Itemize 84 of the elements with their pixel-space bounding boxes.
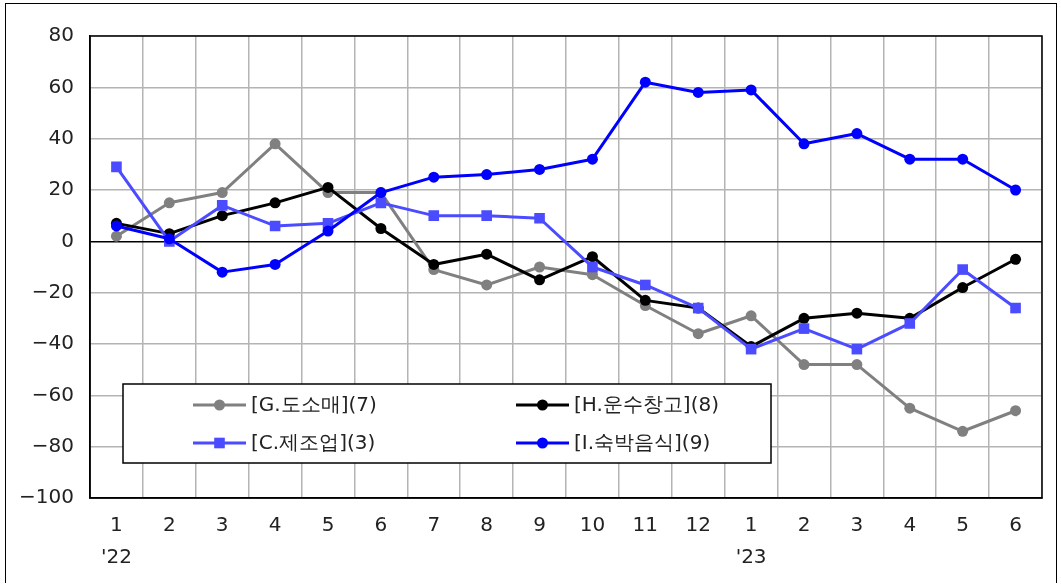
point bbox=[481, 169, 493, 181]
point bbox=[269, 258, 281, 270]
point bbox=[957, 425, 969, 437]
point bbox=[904, 402, 916, 414]
point bbox=[1010, 253, 1022, 265]
point bbox=[216, 210, 228, 222]
y-tick-label: −60 bbox=[31, 381, 74, 406]
point bbox=[216, 200, 228, 211]
point bbox=[586, 251, 598, 263]
y-tick-label: −20 bbox=[31, 278, 74, 303]
legend-label: [H.운수창고](8) bbox=[574, 392, 719, 417]
y-tick-label: −80 bbox=[31, 432, 74, 457]
point bbox=[798, 359, 810, 371]
x-tick-label: 2 bbox=[162, 512, 176, 537]
point bbox=[798, 138, 810, 150]
point bbox=[110, 230, 122, 242]
point bbox=[1010, 302, 1021, 314]
point bbox=[269, 197, 281, 209]
y-tick-label: 80 bbox=[48, 22, 74, 47]
point bbox=[957, 153, 969, 165]
point bbox=[534, 212, 545, 224]
point bbox=[639, 294, 651, 306]
point bbox=[428, 258, 440, 270]
x-tick-label: 4 bbox=[268, 512, 282, 537]
point bbox=[428, 210, 440, 221]
y-tick-label: 60 bbox=[48, 73, 74, 98]
point bbox=[957, 282, 969, 294]
point bbox=[798, 323, 810, 334]
point bbox=[1010, 405, 1022, 417]
point bbox=[692, 86, 704, 98]
point bbox=[586, 153, 598, 165]
x-tick-label: 10 bbox=[579, 512, 606, 537]
point bbox=[322, 225, 334, 237]
x-tick-label: 6 bbox=[374, 512, 388, 537]
x-tick-label: 5 bbox=[956, 512, 970, 537]
point bbox=[534, 261, 546, 273]
y-tick-label: 0 bbox=[61, 227, 74, 252]
point bbox=[851, 307, 863, 319]
legend-label: [C.제조업](3) bbox=[251, 430, 376, 455]
point bbox=[428, 171, 440, 183]
point bbox=[216, 187, 228, 199]
point bbox=[534, 274, 546, 286]
point bbox=[111, 161, 122, 173]
point bbox=[481, 210, 492, 221]
point bbox=[639, 76, 651, 88]
point bbox=[904, 153, 916, 165]
x-tick-label: 12 bbox=[685, 512, 711, 537]
x-tick-label: 3 bbox=[215, 512, 229, 537]
point bbox=[322, 181, 334, 193]
point bbox=[375, 223, 387, 234]
y-tick-label: −100 bbox=[19, 484, 74, 509]
x-tick-label: 1 '23 bbox=[735, 512, 767, 569]
point bbox=[692, 328, 704, 340]
y-tick-label: −40 bbox=[31, 330, 74, 355]
x-tick-label: 7 bbox=[427, 512, 441, 537]
point bbox=[798, 312, 810, 324]
point bbox=[269, 138, 281, 150]
x-tick-label: 2 bbox=[797, 512, 811, 537]
legend-label: [I.숙박음식](9) bbox=[574, 430, 711, 455]
y-tick-label: 20 bbox=[48, 176, 74, 201]
x-tick-label: 5 bbox=[321, 512, 335, 537]
point bbox=[904, 318, 916, 329]
x-tick-label: 4 bbox=[903, 512, 917, 537]
point bbox=[587, 261, 598, 273]
x-tick-label: 3 bbox=[850, 512, 864, 537]
point bbox=[851, 128, 863, 140]
point bbox=[640, 279, 651, 291]
point bbox=[957, 264, 968, 275]
point bbox=[745, 310, 757, 322]
point bbox=[745, 84, 757, 96]
y-tick-label: 40 bbox=[48, 124, 74, 149]
x-tick-label: 11 bbox=[632, 512, 659, 537]
legend-label: [G.도소매](7) bbox=[251, 392, 377, 417]
point bbox=[1010, 184, 1022, 196]
x-tick-label: 6 bbox=[1009, 512, 1022, 537]
point bbox=[851, 359, 863, 371]
x-tick-label: 1 '22 bbox=[100, 512, 132, 569]
point bbox=[481, 279, 493, 291]
x-tick-label: 8 bbox=[480, 512, 494, 537]
point bbox=[481, 248, 493, 260]
point bbox=[216, 266, 228, 278]
point bbox=[163, 197, 175, 209]
x-tick-label: 9 bbox=[533, 512, 546, 537]
point bbox=[534, 163, 546, 175]
